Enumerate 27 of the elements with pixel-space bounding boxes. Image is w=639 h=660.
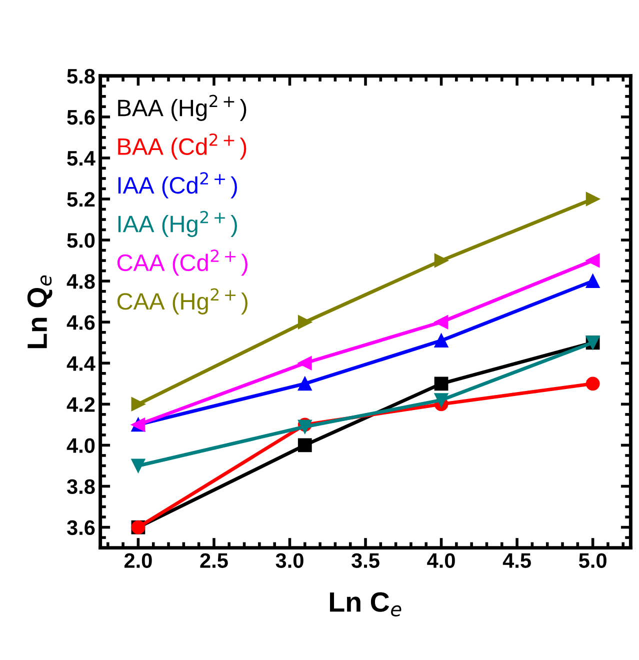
text: IAA (Hg$^{2+}$) — [118, 210, 237, 238]
y-tick-label: 5.4 — [67, 151, 96, 166]
series-label: CAA (Hg$^{2+}$) — [117, 288, 248, 314]
legend-label: BAA (Hg$^{2+}$) — [118, 94, 246, 121]
y-tick-label: 5.8 — [67, 68, 95, 84]
x-tick-label: 3.5 — [352, 553, 380, 568]
x-tick-label: 2.0 — [124, 553, 152, 568]
text: CAA (Cd$^{2+}$) — [117, 250, 248, 276]
y-tick-label: 4.4 — [66, 356, 96, 371]
y-tick-label: 3.6 — [66, 520, 95, 536]
text: BAA (Cd$^{2+}$) — [118, 133, 246, 160]
y-tick-label: 5.2 — [67, 192, 95, 207]
x-tick-label: 4.0 — [427, 553, 455, 568]
y-tick-label: 4.0 — [66, 438, 95, 453]
y-tick-label: 4.6 — [66, 315, 95, 330]
x-tick-label: 4.5 — [502, 553, 531, 568]
y-tick-label: 5.0 — [67, 233, 95, 248]
x-tick-label: 2.5 — [200, 553, 228, 568]
x-tick-label: 3.0 — [276, 553, 304, 568]
y-tick-label: 3.8 — [66, 479, 95, 494]
text: IAA (Cd$^{2+}$) — [118, 172, 237, 198]
y-tick-label: 4.2 — [66, 397, 95, 412]
y-axis-title: Ln Q$_{e}$ — [27, 275, 52, 348]
y-tick-label: 5.6 — [67, 110, 95, 125]
x-axis-title: Ln C$_{e}$ — [330, 592, 402, 616]
y-tick-label: 4.8 — [66, 274, 95, 289]
x-tick-label: 5.0 — [578, 553, 606, 568]
